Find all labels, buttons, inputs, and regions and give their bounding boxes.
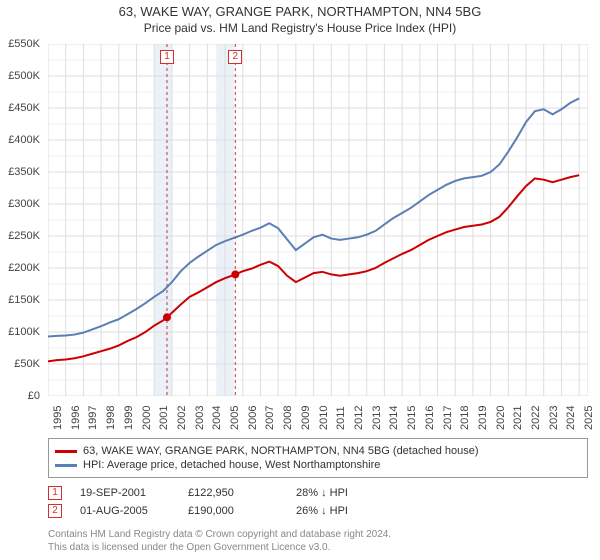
sale-marker-2: 2 <box>228 50 242 64</box>
x-tick-label: 1999 <box>123 406 135 430</box>
sale-point-price: £122,950 <box>188 487 278 499</box>
chart-svg <box>48 44 588 396</box>
sale-point-date: 19-SEP-2001 <box>80 487 170 499</box>
y-tick-label: £0 <box>28 390 40 402</box>
legend-row: HPI: Average price, detached house, West… <box>55 459 581 471</box>
sale-point-row: 2 01-AUG-2005 £190,000 26% ↓ HPI <box>48 504 588 518</box>
x-tick-label: 1996 <box>70 406 82 430</box>
x-tick-label: 2013 <box>371 406 383 430</box>
y-tick-label: £450K <box>8 102 40 114</box>
y-tick-label: £200K <box>8 262 40 274</box>
x-tick-label: 2017 <box>442 406 454 430</box>
x-tick-label: 2023 <box>548 406 560 430</box>
title-address: 63, WAKE WAY, GRANGE PARK, NORTHAMPTON, … <box>0 4 600 19</box>
title-subtitle: Price paid vs. HM Land Registry's House … <box>0 21 600 35</box>
y-tick-label: £350K <box>8 166 40 178</box>
legend-swatch <box>55 464 77 467</box>
x-tick-label: 2020 <box>495 406 507 430</box>
y-tick-label: £100K <box>8 326 40 338</box>
x-tick-label: 2018 <box>459 406 471 430</box>
sale-points-table: 1 19-SEP-2001 £122,950 28% ↓ HPI 2 01-AUG-200… <box>48 482 588 522</box>
sale-point-marker: 2 <box>48 504 62 518</box>
x-tick-label: 2007 <box>264 406 276 430</box>
x-tick-label: 2009 <box>300 406 312 430</box>
y-tick-label: £250K <box>8 230 40 242</box>
y-axis-labels: £0£50K£100K£150K£200K£250K£300K£350K£400… <box>0 44 44 396</box>
y-tick-label: £500K <box>8 70 40 82</box>
x-tick-label: 2000 <box>141 406 153 430</box>
x-tick-label: 2011 <box>335 406 347 430</box>
x-tick-label: 2004 <box>211 406 223 430</box>
legend-text: HPI: Average price, detached house, West… <box>83 459 380 471</box>
x-tick-label: 2006 <box>247 406 259 430</box>
attribution-text: Contains HM Land Registry data © Crown c… <box>48 528 588 554</box>
attribution-line1: Contains HM Land Registry data © Crown c… <box>48 528 588 541</box>
x-tick-label: 2025 <box>583 406 595 430</box>
y-tick-label: £300K <box>8 198 40 210</box>
sale-point-date: 01-AUG-2005 <box>80 505 170 517</box>
x-tick-label: 2012 <box>353 406 365 430</box>
legend-swatch <box>55 450 77 453</box>
x-tick-label: 2014 <box>388 406 400 430</box>
x-tick-label: 1997 <box>87 406 99 430</box>
sale-point-price: £190,000 <box>188 505 278 517</box>
x-tick-label: 2008 <box>282 406 294 430</box>
sale-point-diff: 26% ↓ HPI <box>296 505 386 517</box>
x-tick-label: 1995 <box>52 406 64 430</box>
x-tick-label: 2022 <box>530 406 542 430</box>
x-tick-label: 2001 <box>158 406 170 430</box>
x-tick-label: 2021 <box>512 406 524 430</box>
sale-marker-1: 1 <box>160 50 174 64</box>
sale-point-row: 1 19-SEP-2001 £122,950 28% ↓ HPI <box>48 486 588 500</box>
x-tick-label: 2015 <box>406 406 418 430</box>
x-tick-label: 2005 <box>229 406 241 430</box>
x-axis-labels: 1995 1996 1997 1998 1999 2000 2001 2002 2003 2004… <box>48 398 588 440</box>
y-tick-label: £550K <box>8 38 40 50</box>
x-tick-label: 1998 <box>105 406 117 430</box>
attribution-line2: This data is licensed under the Open Gov… <box>48 541 588 554</box>
y-tick-label: £400K <box>8 134 40 146</box>
y-tick-label: £50K <box>14 358 40 370</box>
sale-point-marker: 1 <box>48 486 62 500</box>
chart-plot-area <box>48 44 588 396</box>
x-tick-label: 2016 <box>424 406 436 430</box>
legend-box: 63, WAKE WAY, GRANGE PARK, NORTHAMPTON, … <box>48 438 588 478</box>
x-tick-label: 2024 <box>565 406 577 430</box>
x-tick-label: 2003 <box>194 406 206 430</box>
legend-text: 63, WAKE WAY, GRANGE PARK, NORTHAMPTON, … <box>83 445 479 457</box>
y-tick-label: £150K <box>8 294 40 306</box>
x-tick-label: 2019 <box>477 406 489 430</box>
legend-row: 63, WAKE WAY, GRANGE PARK, NORTHAMPTON, … <box>55 445 581 457</box>
x-tick-label: 2002 <box>176 406 188 430</box>
sale-point-diff: 28% ↓ HPI <box>296 487 386 499</box>
x-tick-label: 2010 <box>318 406 330 430</box>
